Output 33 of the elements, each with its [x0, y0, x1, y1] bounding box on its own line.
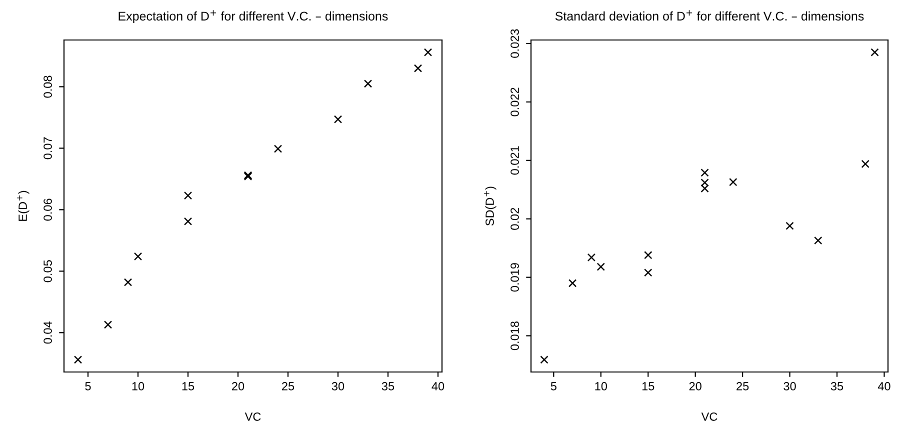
x-axis-title: VC — [701, 412, 718, 421]
x-tick-label: 15 — [642, 382, 654, 390]
chart-title: Standard deviation of D$^{+}$ for different V.C. – dimensions — [555, 10, 864, 21]
y-tick-label: 0.018 — [510, 322, 519, 350]
x-tick-label: 35 — [382, 382, 394, 390]
y-tick-label: 0.022 — [510, 88, 519, 116]
y-tick-label: 0.08 — [44, 76, 52, 98]
x-tick-label: 30 — [332, 382, 344, 390]
x-tick-label: 5 — [85, 382, 91, 390]
x-tick-label: 30 — [784, 382, 796, 390]
x-tick-label: 25 — [736, 382, 749, 390]
x-tick-label: 20 — [232, 382, 244, 390]
y-tick-label: 0.06 — [44, 198, 52, 221]
chart-title: Expectation of D$^{+}$ for different V.C. – dimensions — [118, 10, 388, 24]
x-tick-label: 25 — [282, 382, 294, 390]
x-tick-label: 20 — [689, 382, 702, 390]
y-axis-title: SD(D$^{+}$) — [484, 186, 496, 226]
x-tick-label: 40 — [432, 382, 444, 390]
x-tick-label: 35 — [830, 382, 844, 390]
y-tick-label: 0.019 — [510, 263, 519, 292]
y-tick-label: 0.05 — [44, 260, 52, 282]
y-tick-label: 0.07 — [44, 137, 52, 160]
y-tick-label: 0.02 — [510, 208, 519, 230]
y-tick-label: 0.023 — [510, 29, 519, 58]
x-axis-title: VC — [244, 412, 261, 421]
x-tick-label: 5 — [550, 382, 556, 390]
x-tick-label: 10 — [595, 382, 607, 390]
y-tick-label: 0.04 — [44, 322, 52, 344]
y-axis-title: E(D$^{+}$) — [17, 190, 30, 221]
x-tick-label: 10 — [132, 382, 144, 390]
x-tick-label: 15 — [182, 382, 194, 390]
x-tick-label: 40 — [878, 382, 890, 390]
y-tick-label: 0.021 — [510, 146, 519, 175]
